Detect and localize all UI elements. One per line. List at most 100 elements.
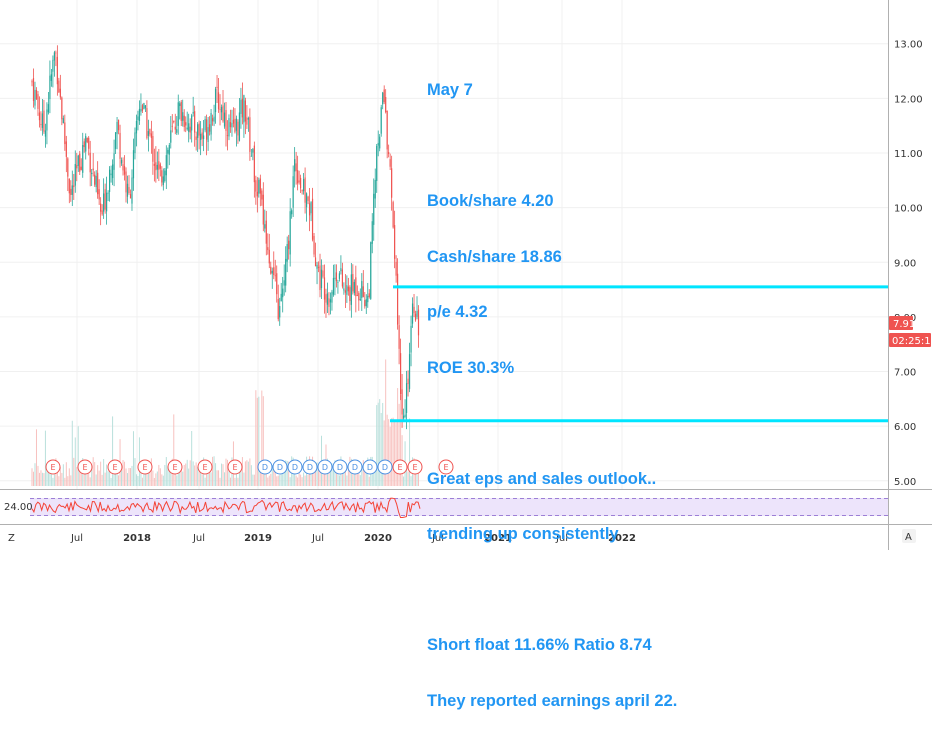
volume-bar: [250, 465, 252, 486]
candle-body: [413, 306, 415, 314]
volume-bar: [240, 466, 242, 486]
candle-body: [359, 298, 361, 300]
dividend-marker[interactable]: [257, 459, 273, 475]
candle-body: [62, 118, 64, 124]
dividend-marker[interactable]: [302, 459, 318, 475]
candle-body: [89, 152, 91, 173]
earnings-marker[interactable]: [107, 459, 123, 475]
candle-body: [41, 113, 44, 128]
candle-body: [131, 177, 133, 204]
candle-body: [156, 164, 158, 170]
candle-body: [400, 353, 402, 395]
volume-bar: [127, 473, 129, 486]
earnings-marker[interactable]: [392, 459, 408, 475]
volume-bar: [316, 462, 318, 486]
candle-body: [50, 74, 52, 81]
event-marker-label: E: [112, 463, 117, 472]
dividend-marker[interactable]: [317, 459, 333, 475]
earnings-marker[interactable]: [45, 459, 61, 475]
volume-bar: [219, 477, 221, 486]
candle-body: [229, 122, 232, 128]
grid-lines: [0, 0, 888, 489]
annotation-text[interactable]: May 7 Book/share 4.20 Cash/share 18.86 p…: [427, 44, 677, 729]
earnings-marker[interactable]: [438, 459, 454, 475]
candle-body: [122, 164, 124, 171]
volume-bar: [97, 465, 99, 486]
candle-body: [31, 81, 33, 83]
candle-body: [101, 210, 103, 215]
candle-body: [285, 258, 287, 286]
candle-body: [119, 132, 121, 159]
candle-body: [61, 97, 63, 120]
candle-body: [135, 120, 138, 134]
candle-body: [294, 159, 296, 172]
candle-body: [120, 159, 123, 164]
volume-bar: [192, 461, 194, 486]
dividend-marker[interactable]: [377, 459, 393, 475]
volume-bar: [134, 458, 136, 486]
price-tick-label: 5.00: [894, 477, 916, 488]
horizontal-lines[interactable]: [390, 285, 888, 423]
candle-body: [371, 221, 373, 244]
volume-bar: [62, 464, 64, 486]
earnings-marker[interactable]: [137, 459, 153, 475]
candle-body: [374, 179, 376, 199]
volume-bar: [176, 475, 178, 486]
event-marker-label: E: [232, 463, 237, 472]
candle-body: [182, 112, 184, 121]
dividend-marker[interactable]: [287, 459, 303, 475]
candle-body: [311, 198, 314, 240]
volume-bar: [80, 469, 82, 486]
candle-body: [361, 281, 363, 298]
dividend-marker[interactable]: [272, 459, 288, 475]
volume-bar: [32, 471, 34, 486]
candle-body: [323, 277, 326, 300]
candle-body: [249, 117, 251, 152]
dividend-marker[interactable]: [332, 459, 348, 475]
candle-body: [253, 145, 255, 183]
zoom-button[interactable]: Z: [8, 533, 15, 544]
candle-body: [65, 141, 67, 157]
candle-body: [58, 80, 60, 93]
earnings-marker[interactable]: [227, 459, 243, 475]
time-tick-label: Jul: [555, 533, 568, 544]
volume-bar: [410, 476, 412, 486]
earnings-marker[interactable]: [77, 459, 93, 475]
earnings-marker[interactable]: [407, 459, 423, 475]
candle-body: [335, 272, 338, 282]
dividend-marker[interactable]: [347, 459, 363, 475]
candle-body: [195, 136, 197, 140]
candle-body: [255, 180, 257, 192]
candle-body: [417, 309, 420, 336]
annotation-date: May 7: [427, 81, 473, 99]
dividend-marker[interactable]: [362, 459, 378, 475]
event-marker-label: E: [397, 463, 402, 472]
candle-body: [370, 242, 372, 299]
volume-bar: [186, 459, 188, 486]
time-axis[interactable]: Jul 2018 Jul 2019 Jul 2020 Jul 2021 Jul 2022: [70, 533, 636, 544]
auto-scale-button[interactable]: A: [902, 529, 916, 543]
candle-body: [388, 152, 390, 155]
volume-bar: [156, 471, 158, 486]
volume-bar: [218, 470, 220, 486]
volume-bar: [226, 459, 228, 486]
candle-body: [214, 88, 217, 113]
volume-bar: [358, 464, 360, 486]
volume-bar: [76, 466, 78, 486]
earnings-marker[interactable]: [197, 459, 213, 475]
volume-bar: [170, 463, 172, 486]
volume-bar: [334, 460, 336, 486]
volume-bar: [252, 474, 254, 486]
candle-body: [162, 176, 164, 185]
event-marker-label: D: [277, 463, 283, 472]
candle-body: [386, 110, 388, 150]
candle-body: [46, 109, 48, 131]
volume-bar: [182, 471, 184, 486]
volume-bar: [95, 474, 97, 486]
earnings-marker[interactable]: [167, 459, 183, 475]
volume-bar: [249, 458, 251, 486]
candle-body: [70, 188, 72, 195]
